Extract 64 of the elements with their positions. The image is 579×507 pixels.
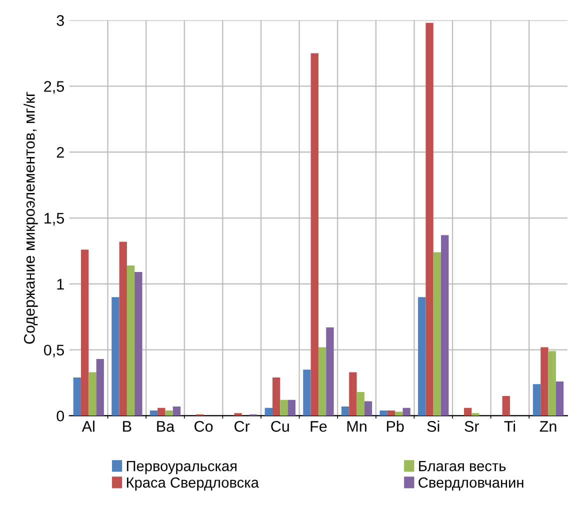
- bar: [472, 413, 480, 416]
- x-tick-label: Ti: [504, 420, 516, 432]
- bar: [172, 406, 181, 416]
- bar: [356, 392, 364, 416]
- bar: [349, 372, 357, 416]
- bar: [288, 400, 296, 416]
- x-tick-label: Co: [194, 421, 213, 432]
- bar: [119, 242, 127, 416]
- bar: [548, 351, 556, 416]
- bar: [502, 396, 510, 416]
- y-tick-label: 2: [56, 146, 64, 158]
- bar: [134, 272, 142, 416]
- bar: [80, 250, 89, 416]
- bar: [402, 408, 410, 416]
- bar: [96, 359, 104, 416]
- legend-label: Благая весть: [419, 461, 506, 472]
- bar: [73, 378, 81, 416]
- bar: [326, 327, 334, 416]
- bar: [387, 410, 396, 416]
- x-tick-label: Ba: [157, 421, 175, 432]
- bar: [272, 378, 280, 416]
- x-tick-label: Si: [427, 420, 440, 432]
- bar: [158, 408, 166, 416]
- bar: [556, 381, 564, 416]
- y-tick-label: 1,5: [44, 213, 64, 226]
- bar: [364, 401, 372, 416]
- y-axis-title: Содержание микроэлементов, мг/кг: [24, 92, 38, 344]
- bar: [418, 297, 426, 416]
- bar: [234, 413, 242, 416]
- legend-label: Свердловчанин: [418, 477, 524, 491]
- bar: [532, 384, 541, 416]
- bar: [165, 410, 173, 416]
- x-tick-label: Zn: [540, 421, 556, 432]
- bar: [433, 252, 442, 416]
- bar: [303, 370, 311, 416]
- x-tick-label: Mn: [347, 421, 366, 432]
- x-tick-label: Pb: [386, 420, 404, 432]
- y-tick-label: 1: [57, 278, 64, 290]
- bar: [150, 410, 158, 416]
- bar: [280, 400, 288, 416]
- bar: [464, 408, 472, 416]
- x-tick-label: B: [123, 421, 132, 432]
- bar: [341, 406, 350, 416]
- bar: [310, 53, 318, 416]
- bar: [264, 408, 272, 416]
- legend-label: Краса Свердловска: [126, 477, 259, 491]
- y-tick-label: 0: [56, 410, 64, 422]
- bar: [112, 297, 120, 416]
- y-tick-label: 2,5: [44, 81, 64, 94]
- x-tick-label: Fe: [310, 421, 327, 432]
- x-tick-label: Al: [82, 420, 94, 432]
- bar: [88, 372, 96, 416]
- bar: [441, 235, 449, 416]
- legend-label: Первоуральская: [126, 461, 236, 474]
- bar: [380, 410, 388, 416]
- bar: [426, 22, 434, 416]
- y-tick-label: 3: [56, 15, 64, 26]
- x-tick-label: Cu: [271, 421, 289, 432]
- x-tick-label: Sr: [464, 421, 480, 432]
- bar: [318, 347, 326, 416]
- bar: [540, 347, 548, 416]
- y-tick-label: 0,5: [44, 344, 64, 358]
- x-tick-label: Cr: [234, 421, 250, 432]
- bar: [126, 265, 135, 416]
